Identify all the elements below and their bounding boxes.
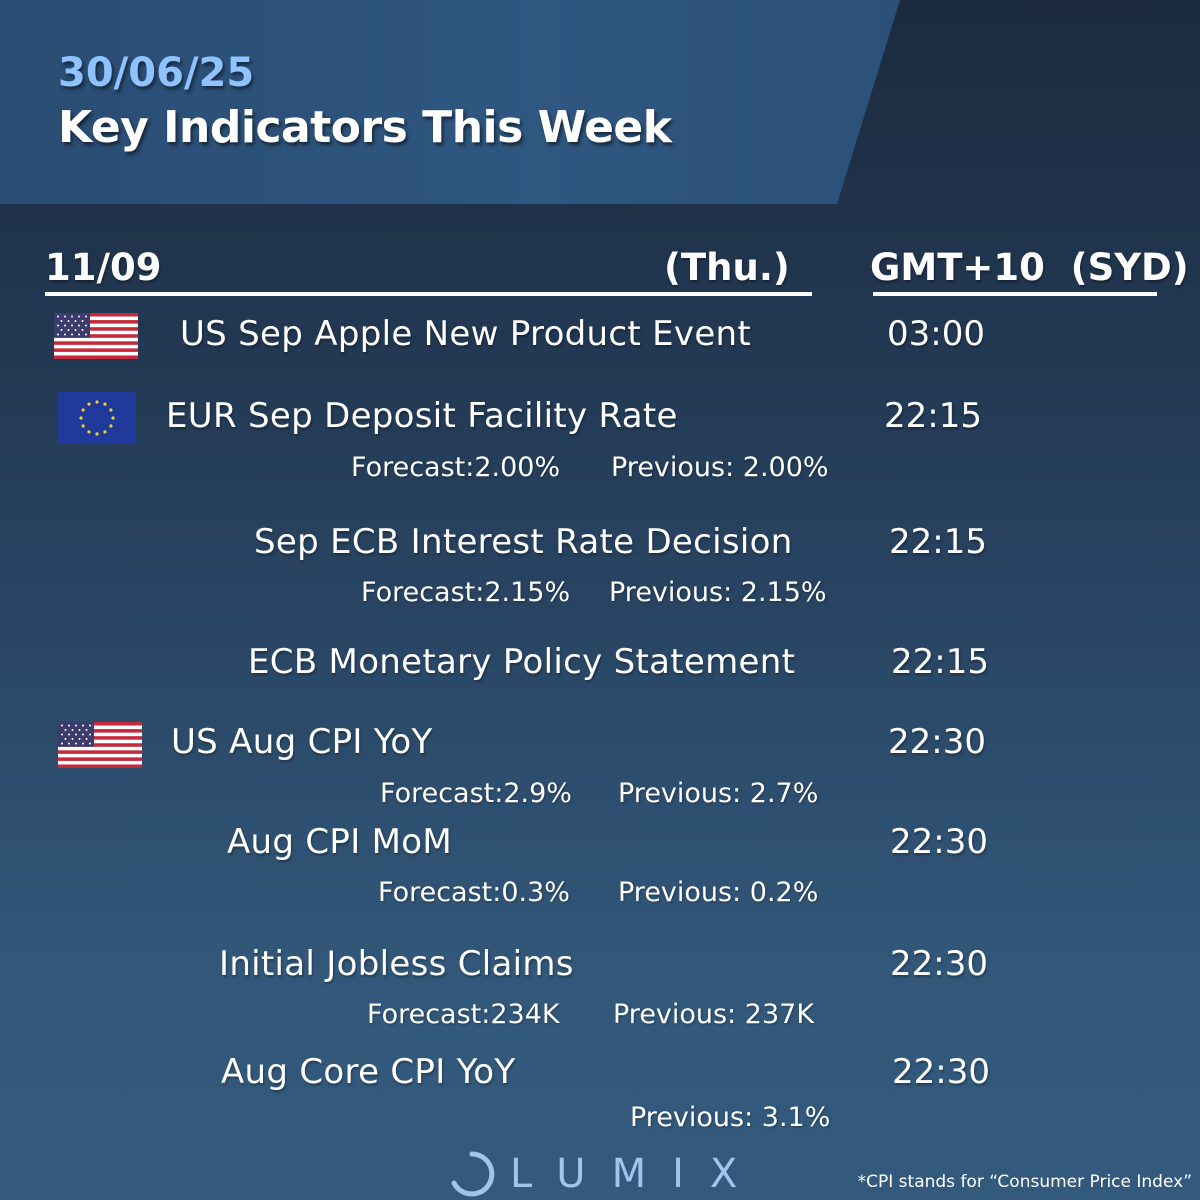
event-name: Aug CPI MoM <box>227 822 453 862</box>
event-time: 22:15 <box>884 396 982 436</box>
eu-flag-icon <box>58 392 136 444</box>
event-previous: Previous: 237K <box>613 999 815 1030</box>
event-name: Sep ECB Interest Rate Decision <box>254 522 793 562</box>
header-date: 30/06/25 <box>58 50 255 96</box>
brand-logo: LUMIX <box>448 1150 763 1198</box>
header-band <box>0 0 900 204</box>
event-forecast: Forecast:2.15% <box>361 577 571 608</box>
brand-logo-text: LUMIX <box>510 1151 764 1197</box>
us-flag-icon <box>58 722 142 768</box>
event-previous: Previous: 2.00% <box>611 452 829 483</box>
event-time: 22:15 <box>891 642 989 682</box>
event-name: Aug Core CPI YoY <box>221 1052 516 1092</box>
event-previous: Previous: 3.1% <box>630 1102 831 1133</box>
event-forecast: Forecast:2.00% <box>351 452 561 483</box>
event-forecast: Forecast:234K <box>367 999 560 1030</box>
event-previous: Previous: 2.15% <box>609 577 827 608</box>
crescent-ring-icon <box>451 1151 495 1197</box>
event-time: 22:30 <box>890 822 988 862</box>
event-time: 22:30 <box>892 1052 990 1092</box>
event-name: US Sep Apple New Product Event <box>180 314 752 354</box>
event-time: 03:00 <box>887 314 985 354</box>
event-time: 22:30 <box>890 944 988 984</box>
event-forecast: Forecast:0.3% <box>378 877 570 908</box>
header-title: Key Indicators This Week <box>58 102 672 153</box>
header-divider-left <box>45 292 812 296</box>
timezone-label: GMT+10 (SYD) <box>870 246 1189 289</box>
us-flag-icon <box>54 313 138 359</box>
footnote: *CPI stands for “Consumer Price Index” <box>857 1172 1192 1192</box>
event-name: US Aug CPI YoY <box>171 722 433 762</box>
event-previous: Previous: 2.7% <box>618 778 819 809</box>
day-date-label: 11/09 <box>45 246 162 289</box>
event-previous: Previous: 0.2% <box>618 877 819 908</box>
event-name: ECB Monetary Policy Statement <box>248 642 796 682</box>
event-name: EUR Sep Deposit Facility Rate <box>166 396 678 436</box>
event-forecast: Forecast:2.9% <box>380 778 572 809</box>
weekday-label: (Thu.) <box>664 246 790 289</box>
event-time: 22:15 <box>889 522 987 562</box>
header-divider-right <box>873 292 1157 296</box>
event-name: Initial Jobless Claims <box>219 944 574 984</box>
event-time: 22:30 <box>888 722 986 762</box>
